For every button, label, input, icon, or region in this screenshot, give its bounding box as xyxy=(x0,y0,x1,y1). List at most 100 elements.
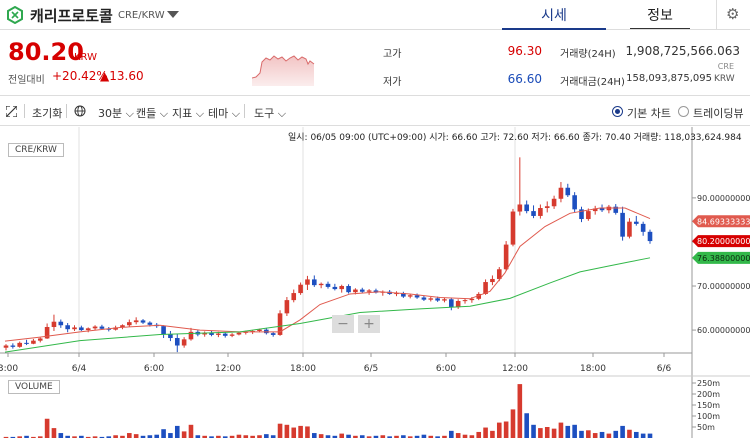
tools-dropdown[interactable]: 도구 ⌵ xyxy=(254,105,286,121)
reset-button[interactable]: 초기화 xyxy=(32,107,63,120)
price-chart[interactable]: 90.0000000080.0000000070.0000000060.0000… xyxy=(0,127,750,438)
volume-bar xyxy=(99,436,105,438)
volume-bar xyxy=(647,433,653,438)
volume-bar xyxy=(394,435,399,438)
low-label: 저가 xyxy=(383,77,402,88)
volume-bar xyxy=(538,428,543,438)
volume-bar xyxy=(373,435,379,438)
candle-body xyxy=(613,206,619,213)
x-tick-label: 6/4 xyxy=(72,364,87,374)
candle-dropdown[interactable]: 캔들 ⌵ xyxy=(136,105,168,121)
zoom-out-button[interactable]: − xyxy=(332,315,354,333)
candle-body xyxy=(633,221,639,224)
volume-bar xyxy=(243,435,249,438)
coin-logo-icon xyxy=(7,6,23,24)
candle-body xyxy=(407,295,413,297)
tab-info[interactable]: 정보 xyxy=(647,8,673,24)
candle-body xyxy=(31,340,36,344)
volume-bar xyxy=(174,425,180,438)
candle-body xyxy=(421,297,427,300)
coin-pair[interactable]: CRE/KRW xyxy=(118,10,165,21)
volume-bar xyxy=(613,430,619,438)
volume-bar xyxy=(606,433,612,438)
zoom-in-button[interactable]: + xyxy=(358,315,380,333)
x-tick-label: 18:00 xyxy=(580,364,606,374)
volume-bar xyxy=(250,435,255,438)
coin-name[interactable]: 캐리프로토콜 xyxy=(30,7,113,25)
candle-body xyxy=(442,299,447,301)
candle-body xyxy=(277,313,283,335)
interval-dropdown[interactable]: 30분 ⌵ xyxy=(98,105,134,121)
candle-body xyxy=(10,345,16,347)
volume-bar xyxy=(37,436,43,438)
change-label: 전일대비 xyxy=(8,75,45,86)
high-label: 고가 xyxy=(383,49,402,60)
globe-icon[interactable] xyxy=(74,105,86,117)
panel-divider xyxy=(0,95,750,96)
basic-chart-label[interactable]: 기본 차트 xyxy=(627,107,671,120)
volume-bar xyxy=(24,435,29,438)
candle-body xyxy=(161,326,166,335)
volume-bar xyxy=(462,434,468,438)
volume-bar xyxy=(270,435,276,438)
ohlc-info: 일시: 06/05 09:00 (UTC+09:00) 시가: 66.60 고가… xyxy=(288,133,742,143)
gear-icon[interactable]: ⚙ xyxy=(726,5,740,23)
candle-body xyxy=(449,299,454,308)
candle-body xyxy=(305,279,310,285)
indicator-dropdown[interactable]: 지표 ⌵ xyxy=(172,105,204,121)
volume-bar xyxy=(558,422,564,438)
volume-bar xyxy=(476,431,482,438)
volume-bar xyxy=(65,435,70,438)
price-sparkline xyxy=(252,55,315,86)
candle-body xyxy=(174,338,180,346)
candle-body xyxy=(531,211,536,216)
coin-select-caret-icon[interactable] xyxy=(167,11,179,18)
volume-bar xyxy=(435,436,440,438)
candle-body xyxy=(17,342,23,347)
volume-tick-label: 250m xyxy=(697,379,720,388)
tools-label: 도구 xyxy=(254,107,275,120)
volume-bar xyxy=(401,435,406,438)
volume-bar xyxy=(531,424,536,438)
volume-bar xyxy=(133,434,139,438)
volume-bar xyxy=(161,429,166,438)
y-tick-label: 70.00000000 xyxy=(697,282,750,291)
candle-body xyxy=(620,212,625,237)
candle-body xyxy=(51,321,57,327)
volume-bar xyxy=(380,435,386,438)
tab-quote[interactable]: 시세 xyxy=(541,8,567,24)
volume-bar xyxy=(277,423,283,438)
chevron-down-icon: ⌵ xyxy=(277,107,287,120)
basic-chart-radio[interactable] xyxy=(612,106,623,117)
amount-24h-label: 거래대금(24H) xyxy=(560,77,625,88)
expand-icon[interactable] xyxy=(6,106,17,117)
volume-bar xyxy=(633,431,639,438)
volume-bar xyxy=(339,433,345,438)
candle-body xyxy=(414,295,420,298)
volume-bar xyxy=(387,436,392,438)
volume-bar xyxy=(551,428,557,438)
tradingview-label[interactable]: 트레이딩뷰 xyxy=(693,107,744,120)
candle-body xyxy=(476,293,482,299)
candle-label: 캔들 xyxy=(136,107,157,120)
candle-body xyxy=(65,325,70,330)
volume-bar xyxy=(311,433,317,438)
candle-body xyxy=(565,187,571,196)
candle-body xyxy=(462,300,468,302)
volume-bar xyxy=(195,435,201,438)
candle-body xyxy=(455,301,461,308)
ma-fast-line xyxy=(4,207,651,342)
x-tick-label: 6/5 xyxy=(364,364,378,374)
volume-bar xyxy=(72,436,77,438)
price-tag-label: 80.20000000 xyxy=(697,237,750,246)
candle-body xyxy=(168,334,173,339)
candle-body xyxy=(551,198,557,207)
volume-bar xyxy=(496,422,502,438)
candle-body xyxy=(291,293,297,301)
theme-dropdown[interactable]: 테마 ⌵ xyxy=(208,105,240,121)
high-value: 96.30 xyxy=(507,44,542,58)
candle-body xyxy=(394,293,399,295)
tradingview-radio[interactable] xyxy=(678,106,689,117)
y-tick-label: 60.00000000 xyxy=(697,326,750,335)
